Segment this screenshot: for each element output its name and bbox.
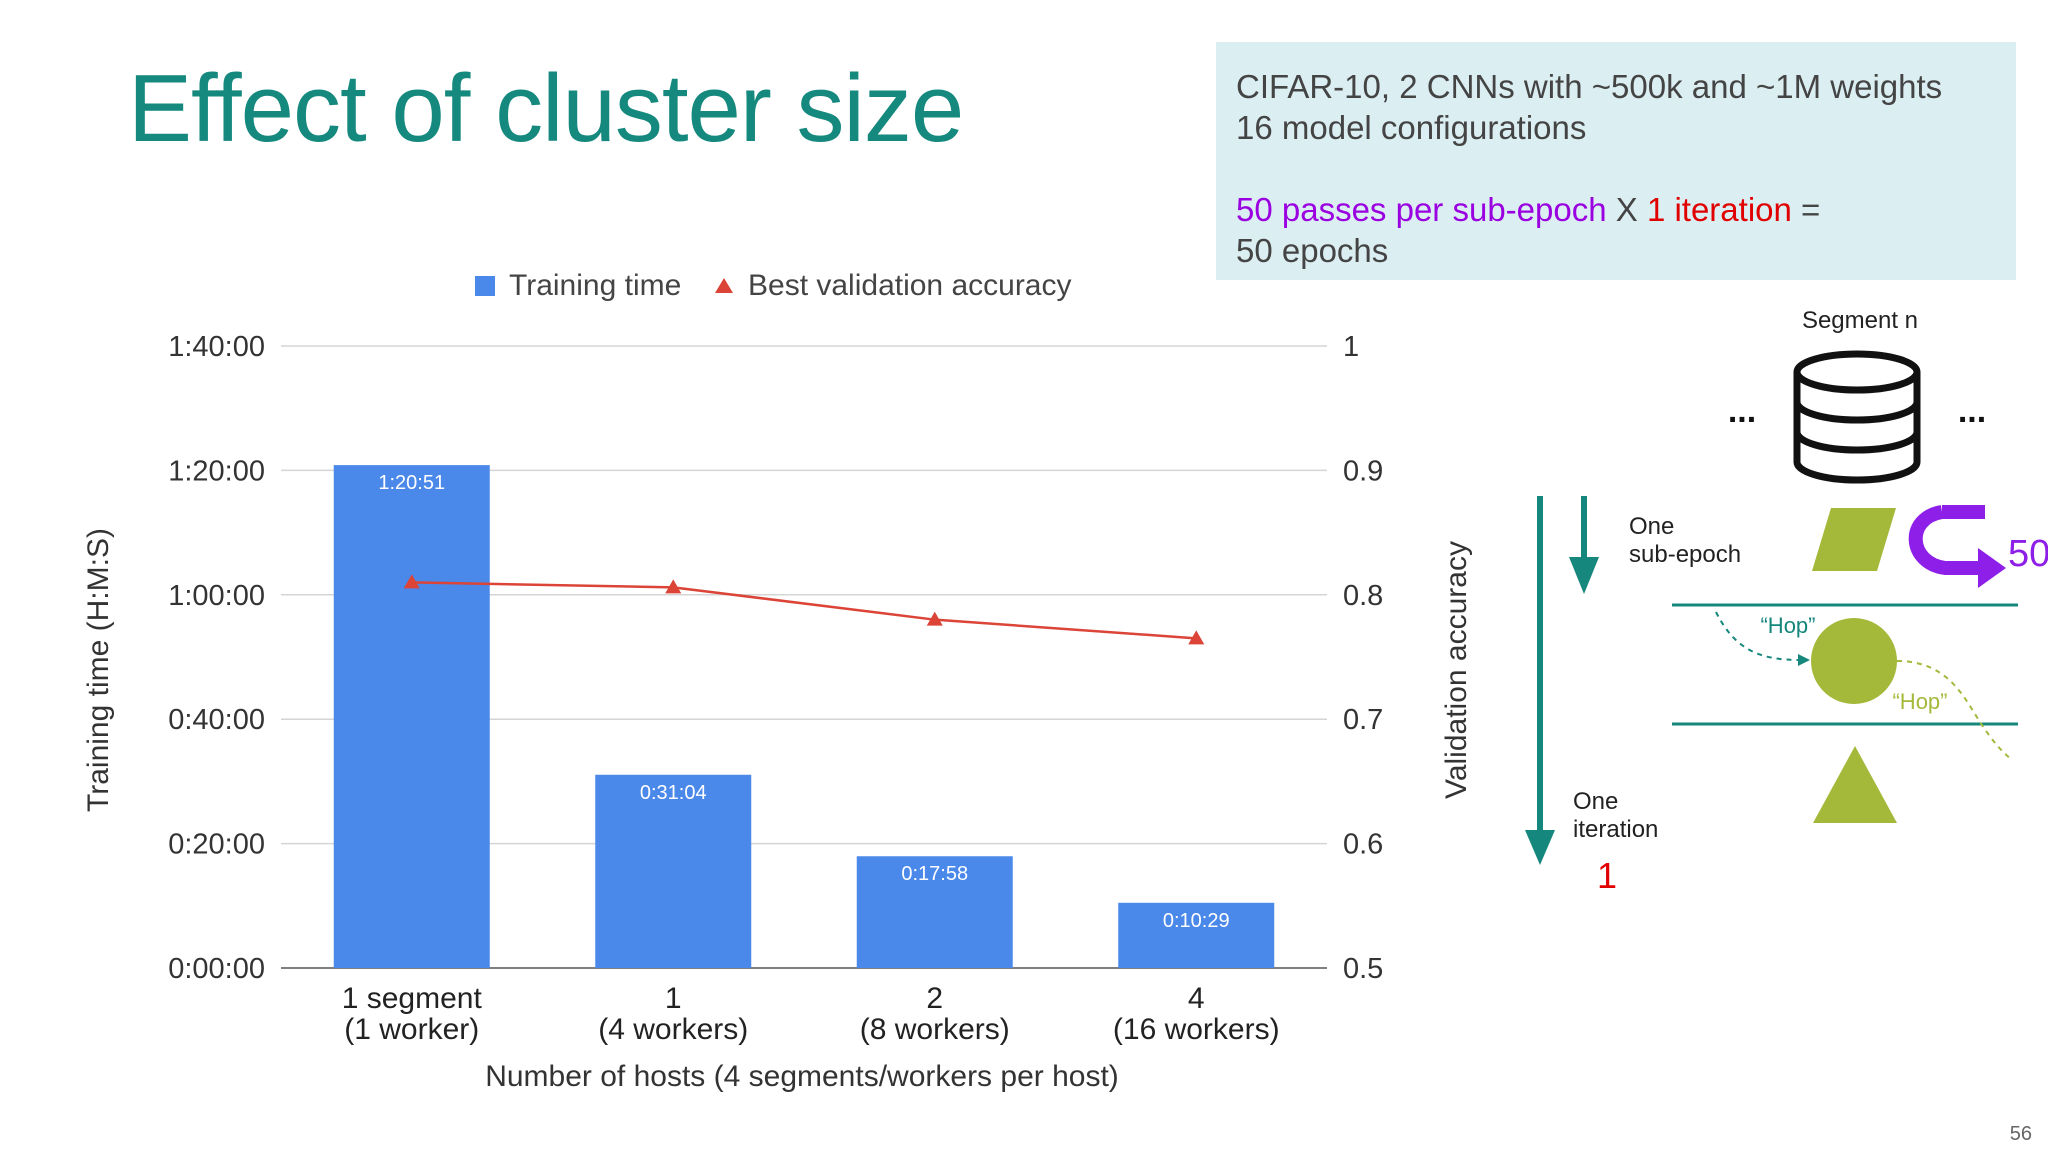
x-tick-sublabel: (8 workers): [860, 1013, 1010, 1046]
y-tick-right-label: 1: [1343, 331, 1359, 363]
hop-label-2: “Hop”: [1892, 689, 1947, 714]
bar-data-label: 1:20:51: [378, 472, 445, 494]
bar: [856, 856, 1013, 968]
iteration-count: 1: [1597, 855, 1617, 896]
page-number: 56: [2009, 1123, 2032, 1145]
bar: [333, 465, 490, 968]
y-tick-left-label: 0:00:00: [168, 953, 265, 985]
slide-title: Effect of cluster size: [128, 55, 964, 162]
x-tick-label: 1: [665, 982, 682, 1015]
loop-count: 50: [2008, 533, 2048, 575]
triangle-shape: [1813, 746, 1897, 823]
info-line-configs: 16 model configurations: [1236, 109, 1587, 146]
bars: 1:20:51 0:31:04 0:17:58 0:10:29: [333, 465, 1275, 968]
y-tick-right-label: 0.8: [1343, 580, 1383, 612]
x-tick-sublabel: (1 worker): [344, 1013, 479, 1046]
loop-arrow-head: [1978, 548, 2006, 588]
bar-data-label: 0:10:29: [1163, 910, 1230, 932]
y-axis-left-title: Training time (H:M:S): [82, 528, 115, 812]
info-times: X: [1606, 191, 1647, 228]
y-tick-right-label: 0.5: [1343, 953, 1383, 985]
loop-arrow-icon: [1908, 505, 1985, 575]
hop-path-1: [1715, 611, 1801, 661]
accuracy-point: [1188, 630, 1205, 645]
hop-label-1: “Hop”: [1760, 613, 1815, 638]
y-tick-right-label: 0.7: [1343, 704, 1383, 736]
x-tick-label: 4: [1188, 982, 1205, 1015]
legend: Training time Best validation accuracy: [475, 269, 1072, 302]
accuracy-point: [665, 579, 682, 594]
x-tick-sublabel: (16 workers): [1113, 1013, 1280, 1046]
y-tick-right-label: 0.6: [1343, 829, 1383, 861]
accuracy-point: [926, 611, 943, 626]
sub-epoch-label-1: One: [1629, 513, 1674, 540]
iteration-label-2: iteration: [1573, 816, 1658, 843]
info-box: CIFAR-10, 2 CNNs with ~500k and ~1M weig…: [1216, 42, 2016, 280]
database-icon: [1793, 350, 1921, 484]
bar: [1118, 902, 1275, 968]
iteration-label-1: One: [1573, 788, 1618, 815]
y-tick-left-label: 1:20:00: [168, 455, 265, 487]
info-iteration: 1 iteration: [1646, 191, 1792, 228]
legend-label-training-time: Training time: [509, 269, 681, 302]
y-tick-left-label: 1:40:00: [168, 331, 265, 363]
x-tick-sublabel: (4 workers): [598, 1013, 748, 1046]
sub-epoch-arrow-head: [1569, 557, 1599, 594]
accuracy-series-line: [411, 581, 1197, 640]
y-tick-left-label: 0:20:00: [168, 829, 265, 861]
axis-ticks: 0:00:00 0.5 0:20:00 0.6 0:40:00 0.7 1:00:00 0.8…: [168, 331, 1383, 1046]
hop-diagram: Segment n ... ... One sub-epoch One iter…: [1525, 307, 2048, 896]
bar-data-label: 0:31:04: [640, 782, 707, 804]
info-line-epochs: 50 epochs: [1236, 232, 1389, 269]
accuracy-point: [403, 574, 420, 589]
y-tick-right-label: 0.9: [1343, 455, 1383, 487]
info-line-dataset: CIFAR-10, 2 CNNs with ~500k and ~1M weig…: [1236, 68, 1943, 105]
parallelogram-shape: [1812, 508, 1896, 571]
accuracy-line: [403, 574, 1205, 645]
legend-swatch-training-time: [475, 276, 495, 296]
hop-path-1-head: [1798, 654, 1810, 666]
segment-label: Segment n: [1802, 307, 1918, 334]
bar: [595, 774, 752, 968]
bar-data-label: 0:17:58: [901, 863, 968, 885]
y-tick-left-label: 0:40:00: [168, 704, 265, 736]
ellipsis-left: ...: [1728, 392, 1756, 430]
ellipsis-right: ...: [1958, 392, 1986, 430]
y-axis-right-title: Validation accuracy: [1440, 541, 1473, 799]
circle-shape: [1811, 618, 1897, 704]
sub-epoch-label-2: sub-epoch: [1629, 541, 1741, 568]
legend-label-accuracy: Best validation accuracy: [748, 269, 1072, 302]
legend-swatch-accuracy: [715, 278, 733, 293]
hop-path-2: [1896, 660, 2013, 761]
info-passes: 50 passes per sub-epoch: [1236, 191, 1607, 228]
info-equals: =: [1791, 191, 1821, 228]
x-axis-title: Number of hosts (4 segments/workers per …: [485, 1060, 1119, 1093]
y-tick-left-label: 1:00:00: [168, 580, 265, 612]
info-line-formula: 50 passes per sub-epoch X 1 iteration =: [1236, 189, 1996, 230]
iteration-arrow-head: [1525, 830, 1555, 865]
x-tick-label: 1 segment: [342, 982, 483, 1015]
x-tick-label: 2: [926, 982, 943, 1015]
